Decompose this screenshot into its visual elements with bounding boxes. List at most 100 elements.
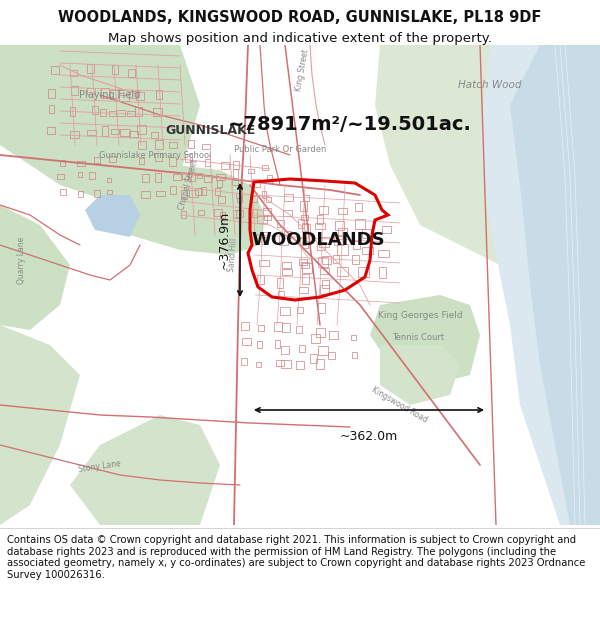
Bar [362,247,373,254]
Bar [318,257,328,267]
Bar [329,331,338,339]
Bar [78,191,83,197]
Text: Gunnislake Primary School: Gunnislake Primary School [99,151,211,159]
Bar [109,111,116,116]
Bar [100,109,106,116]
Bar [241,358,247,365]
Bar [351,335,356,340]
Bar [355,219,365,229]
Bar [300,201,307,211]
Bar [116,110,125,116]
Bar [263,208,271,216]
Text: ~78917m²/~19.501ac.: ~78917m²/~19.501ac. [228,116,472,134]
Polygon shape [0,325,80,525]
Bar [298,219,304,228]
Bar [57,174,64,179]
Polygon shape [125,165,265,255]
Bar [252,179,260,187]
Bar [279,235,288,245]
Bar [218,196,225,203]
Bar [87,130,96,135]
Bar [276,360,284,366]
Bar [262,232,269,237]
Bar [220,212,225,218]
Bar [355,203,362,211]
Bar [316,328,325,337]
Bar [170,186,176,194]
Bar [111,129,119,134]
Bar [318,346,328,355]
Text: Hatch Wood: Hatch Wood [458,80,522,90]
Polygon shape [0,45,200,205]
Bar [302,274,309,284]
Bar [233,169,238,178]
Bar [195,188,202,195]
Polygon shape [370,295,480,385]
Bar [135,107,142,116]
Bar [248,169,254,173]
Bar [302,263,312,273]
Bar [94,190,100,197]
Bar [335,221,344,230]
Text: ~376.9m: ~376.9m [218,211,230,269]
Bar [141,191,150,198]
Text: Chapel Street: Chapel Street [177,159,199,211]
Bar [302,223,308,231]
Text: King Street: King Street [294,48,310,92]
Bar [119,95,129,101]
Bar [205,159,210,166]
Bar [216,174,225,180]
Bar [284,194,293,201]
Bar [302,241,308,248]
Bar [89,172,95,179]
Bar [70,131,79,138]
Bar [215,188,220,195]
Bar [320,285,329,294]
Bar [300,238,306,245]
Bar [181,190,187,199]
Bar [328,352,335,359]
Text: Sand Hill: Sand Hill [227,238,239,272]
Bar [382,226,391,233]
Bar [47,127,55,134]
Bar [197,173,202,178]
Bar [87,64,94,73]
Polygon shape [510,45,600,525]
Bar [296,326,302,333]
Bar [378,250,389,257]
Bar [120,129,130,136]
Bar [282,323,290,332]
Bar [277,220,284,227]
Text: Contains OS data © Crown copyright and database right 2021. This information is : Contains OS data © Crown copyright and d… [7,535,586,580]
Bar [237,198,242,202]
Bar [282,262,291,268]
Bar [318,303,325,313]
Bar [217,180,222,187]
Bar [155,140,163,149]
Bar [262,165,268,170]
Text: ~362.0m: ~362.0m [340,430,398,443]
Bar [92,106,98,114]
Bar [214,209,222,216]
Bar [338,208,347,214]
Bar [317,215,323,224]
Bar [283,210,292,216]
Bar [156,90,162,99]
Bar [257,216,267,223]
Bar [261,237,268,244]
Bar [281,346,289,354]
Bar [296,361,304,369]
Bar [101,88,109,98]
Bar [320,268,329,274]
Bar [302,224,310,233]
Text: Stony Lane: Stony Lane [78,459,122,474]
Bar [51,66,59,74]
Text: WOODLANDS: WOODLANDS [251,231,385,249]
Bar [137,125,146,134]
Text: Tennis Court: Tennis Court [392,332,444,341]
Bar [315,223,325,229]
Bar [189,190,198,197]
Bar [362,229,371,238]
Bar [102,126,108,136]
Bar [71,86,78,95]
